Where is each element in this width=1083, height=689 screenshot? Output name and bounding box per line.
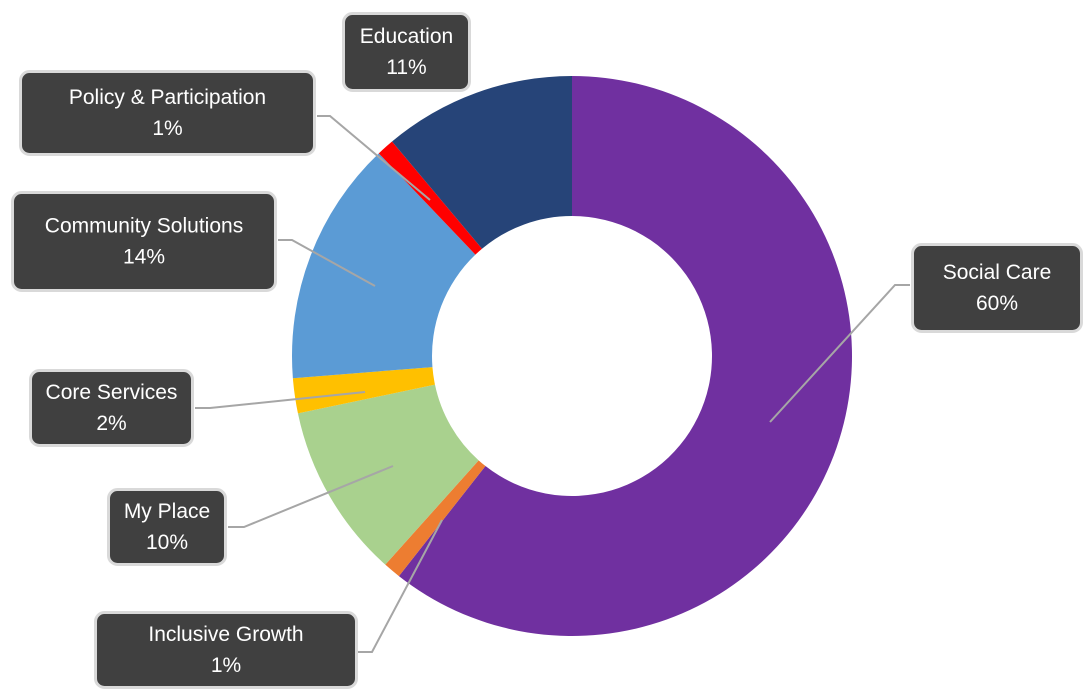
donut-slice-community-solutions — [292, 153, 476, 379]
callout-my-place: My Place 10% — [107, 488, 227, 566]
slice-value-label: 11% — [386, 56, 426, 79]
slice-value-label: 1% — [211, 654, 241, 677]
callout-box — [11, 191, 277, 292]
slice-label: Social Care — [943, 261, 1052, 284]
donut-slice-education — [392, 76, 572, 249]
donut-slice-my-place — [297, 384, 479, 565]
leader-line-community-solutions — [278, 239, 376, 287]
callout-education: Education 11% — [342, 12, 471, 92]
slice-label: Policy & Participation — [69, 86, 266, 109]
slice-value-label: 2% — [96, 412, 126, 435]
leader-lines — [195, 115, 910, 653]
leader-line-core-services — [195, 391, 366, 409]
slice-label: Education — [360, 25, 453, 48]
donut-slice-core-services — [292, 367, 435, 414]
callout-box — [911, 243, 1083, 333]
callout-policy-participation: Policy & Participation 1% — [19, 70, 316, 156]
slice-label: Inclusive Growth — [148, 623, 303, 646]
slice-label: My Place — [124, 500, 210, 523]
slice-value-label: 10% — [146, 531, 188, 554]
callout-box — [342, 12, 471, 92]
slice-value-label: 1% — [152, 117, 182, 140]
callout-inclusive-growth: Inclusive Growth 1% — [94, 611, 358, 689]
callout-box — [107, 488, 227, 566]
slice-value-label: 60% — [976, 292, 1018, 315]
slice-value-label: 14% — [123, 246, 165, 269]
leader-line-inclusive-growth — [358, 519, 443, 653]
callout-core-services: Core Services 2% — [29, 369, 194, 447]
callout-box — [19, 70, 316, 156]
callout-social-care: Social Care 60% — [911, 243, 1083, 333]
donut-slice-social-care — [398, 76, 853, 636]
slice-label: Core Services — [46, 381, 178, 404]
slice-label: Community Solutions — [45, 215, 243, 238]
callout-community-solutions: Community Solutions 14% — [11, 191, 277, 292]
donut-slice-inclusive-growth — [385, 460, 486, 577]
leader-line-my-place — [228, 465, 394, 528]
callout-box — [29, 369, 194, 447]
callout-box — [94, 611, 358, 689]
leader-line-social-care — [769, 284, 910, 423]
donut-slices — [292, 76, 853, 636]
leader-line-policy-participation — [317, 115, 431, 201]
donut-slice-policy-participation — [378, 141, 483, 255]
data-labels: Social Care 60% Inclusive Growth 1% My Place… — [11, 12, 1083, 689]
